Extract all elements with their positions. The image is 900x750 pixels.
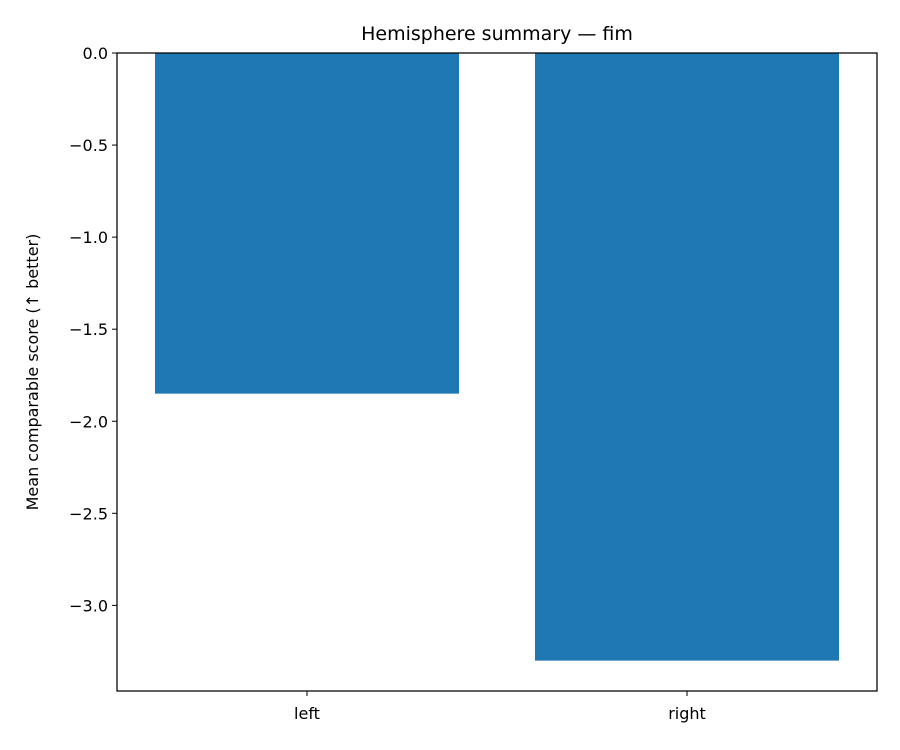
y-tick-label: −1.0 xyxy=(69,228,108,247)
plot-frame xyxy=(116,52,878,692)
x-tick-label: left xyxy=(294,704,320,723)
y-axis-ticks: 0.0 −0.5 −1.0 −1.5 −2.0 −2.5 −3.0 xyxy=(69,44,117,615)
y-tick-label: −2.5 xyxy=(69,504,108,523)
x-axis-ticks: left right xyxy=(294,691,706,723)
bar-right xyxy=(535,53,839,661)
y-tick-label: 0.0 xyxy=(83,44,108,63)
y-tick-label: −1.5 xyxy=(69,320,108,339)
y-tick-label: −0.5 xyxy=(69,136,108,155)
x-tick-label: right xyxy=(668,704,706,723)
bar-left xyxy=(155,53,459,394)
y-tick-label: −3.0 xyxy=(69,596,108,615)
chart-title: Hemisphere summary — fim xyxy=(361,23,633,45)
y-tick-label: −2.0 xyxy=(69,412,108,431)
bars-group xyxy=(155,53,839,661)
y-axis-label: Mean comparable score (↑ better) xyxy=(23,234,42,511)
